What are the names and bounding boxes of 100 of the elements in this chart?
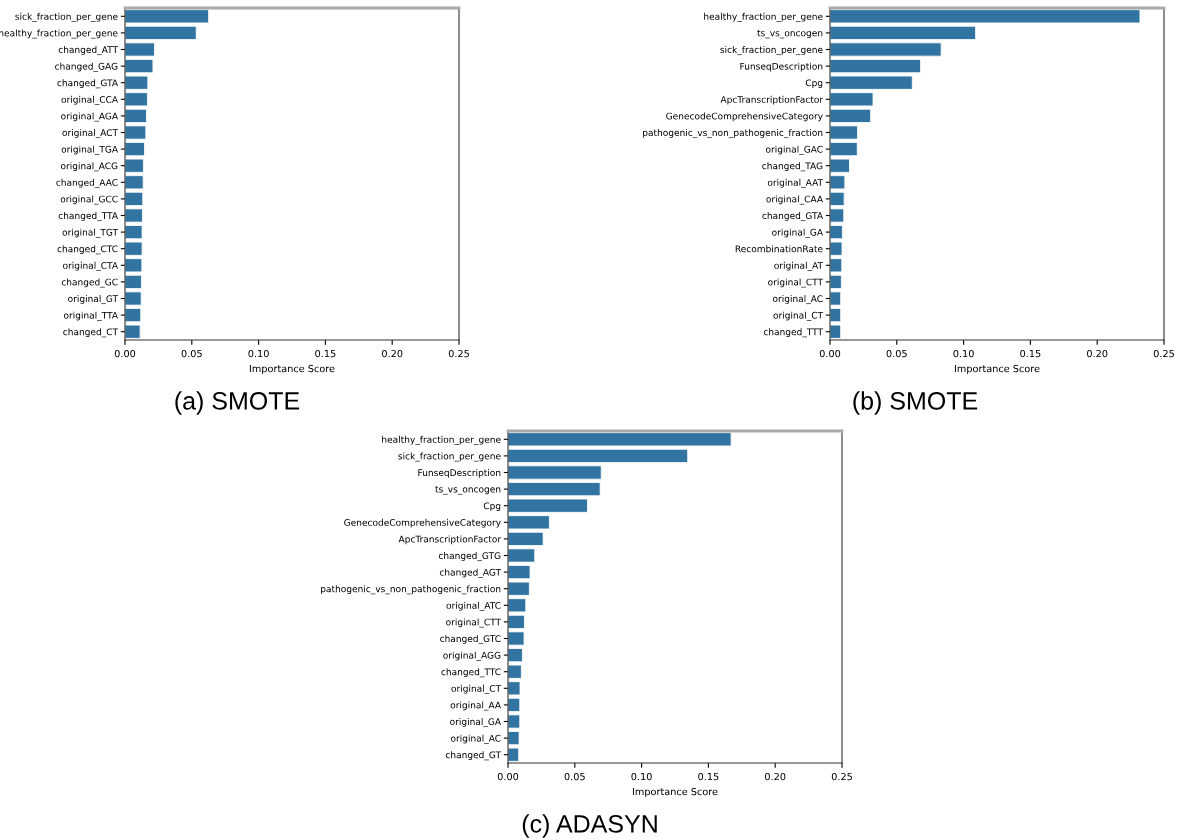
bar [508, 614, 525, 629]
bar [830, 9, 1141, 24]
x-tick-label: 0.00 [819, 349, 841, 358]
y-tick-label: ApcTranscriptionFactor [720, 95, 824, 105]
y-tick-label: original_CT [773, 311, 824, 321]
y-tick-label: original_AC [450, 734, 501, 744]
y-tick-label: changed_GTA [57, 79, 118, 89]
bar [830, 42, 942, 57]
bar [125, 108, 147, 123]
y-tick-label: original_GT [68, 295, 119, 305]
bar [830, 108, 872, 123]
y-tick-label: changed_GTA [762, 212, 823, 222]
y-tick-label: original_TGT [62, 228, 119, 238]
text: (a) SMOTE [175, 391, 300, 415]
y-tick-label: ts_vs_oncogen [435, 486, 501, 495]
bar [125, 324, 141, 339]
y-tick-label: original_GAC [765, 145, 823, 155]
y-tick-label: changed_GTC [440, 635, 501, 645]
bar [830, 225, 843, 240]
bar [830, 92, 874, 107]
bar [508, 714, 521, 729]
bar [125, 42, 155, 57]
x-tick-label: 0.15 [315, 349, 336, 358]
bar [508, 747, 520, 762]
bar [830, 142, 858, 157]
y-tick-label: original_GA [772, 228, 823, 238]
text: (c) ADASYN [522, 814, 657, 838]
y-tick-label: Cpg [483, 502, 501, 512]
bar [125, 158, 144, 173]
y-tick-label: original_CAA [766, 195, 823, 205]
bar [508, 465, 602, 480]
y-tick-label: Cpg [805, 79, 823, 89]
y-tick-label: healthy_fraction_per_gene [704, 12, 823, 22]
x-tick-label: 0.10 [248, 349, 269, 358]
y-tick-label: changed_AGT [439, 568, 502, 578]
x-tick-label: 0.25 [831, 772, 852, 781]
bar [830, 274, 842, 289]
bar [830, 175, 846, 190]
y-tick-label: FunseqDescription [740, 62, 823, 72]
y-tick-label: original_ACG [60, 162, 118, 172]
bar [830, 59, 921, 74]
y-tick-label: healthy_fraction_per_gene [0, 29, 118, 39]
x-tick-label: 0.20 [1087, 349, 1108, 358]
bar [125, 291, 142, 306]
y-tick-label: original_GCC [60, 195, 118, 205]
y-tick-label: original_CTT [768, 278, 824, 288]
bar [508, 548, 536, 563]
bar [508, 631, 525, 646]
y-tick-label: changed_GT [445, 751, 502, 761]
bar [830, 291, 842, 306]
y-tick-label: original_ATC [446, 601, 501, 611]
bar [125, 25, 197, 40]
bar [508, 581, 530, 596]
y-tick-label: original_TTA [63, 311, 118, 321]
y-tick-label: original_AT [774, 261, 824, 271]
y-tick-label: original_ACT [62, 129, 119, 139]
y-tick-label: original_CTA [63, 261, 118, 271]
y-tick-label: original_CTT [446, 618, 502, 628]
y-tick-label: original_TGA [61, 145, 118, 155]
x-tick-label: 0.05 [564, 772, 585, 781]
y-tick-label: ApcTranscriptionFactor [398, 535, 502, 545]
x-tick-label: 0.20 [382, 349, 403, 358]
y-tick-label: original_AC [772, 295, 823, 305]
bar [125, 258, 143, 273]
y-tick-label: ts_vs_oncogen [757, 29, 823, 39]
y-tick-label: changed_ATT [58, 46, 119, 56]
bar [125, 274, 142, 289]
bar [125, 125, 147, 140]
bar [508, 498, 588, 513]
y-tick-label: original_AAT [767, 178, 824, 188]
y-tick-label: sick_fraction_per_gene [15, 12, 118, 22]
bar [125, 225, 143, 240]
bar [508, 515, 550, 530]
y-tick-label: original_CCA [61, 95, 118, 105]
y-tick-label: original_CT [451, 684, 502, 694]
bar [830, 125, 858, 140]
text: (b) SMOTE [853, 391, 978, 415]
bar [830, 25, 977, 40]
x-tick-label: 0.10 [631, 772, 652, 781]
y-tick-label: RecombinationRate [735, 245, 823, 253]
bar [830, 258, 843, 273]
y-tick-label: pathogenic_vs_non_pathogenic_fraction [321, 585, 501, 595]
y-tick-label: changed_GC [61, 278, 118, 288]
bar [508, 648, 523, 663]
bar [125, 175, 144, 190]
x-axis-title: Importance Score [954, 364, 1040, 375]
bar [508, 681, 521, 696]
bar [508, 432, 732, 447]
y-tick-label: GenecodeComprehensiveCategory [344, 518, 501, 528]
x-tick-label: 0.00 [497, 772, 519, 781]
bar [830, 191, 845, 206]
x-tick-label: 0.00 [114, 349, 136, 358]
bar [508, 697, 521, 712]
x-tick-label: 0.20 [765, 772, 786, 781]
bar [125, 308, 142, 323]
y-tick-label: changed_TTA [58, 212, 118, 222]
bar [125, 9, 210, 24]
x-axis-title: Importance Score [249, 364, 335, 375]
y-tick-label: changed_TAG [762, 162, 823, 172]
y-tick-label: changed_GTG [438, 552, 501, 562]
